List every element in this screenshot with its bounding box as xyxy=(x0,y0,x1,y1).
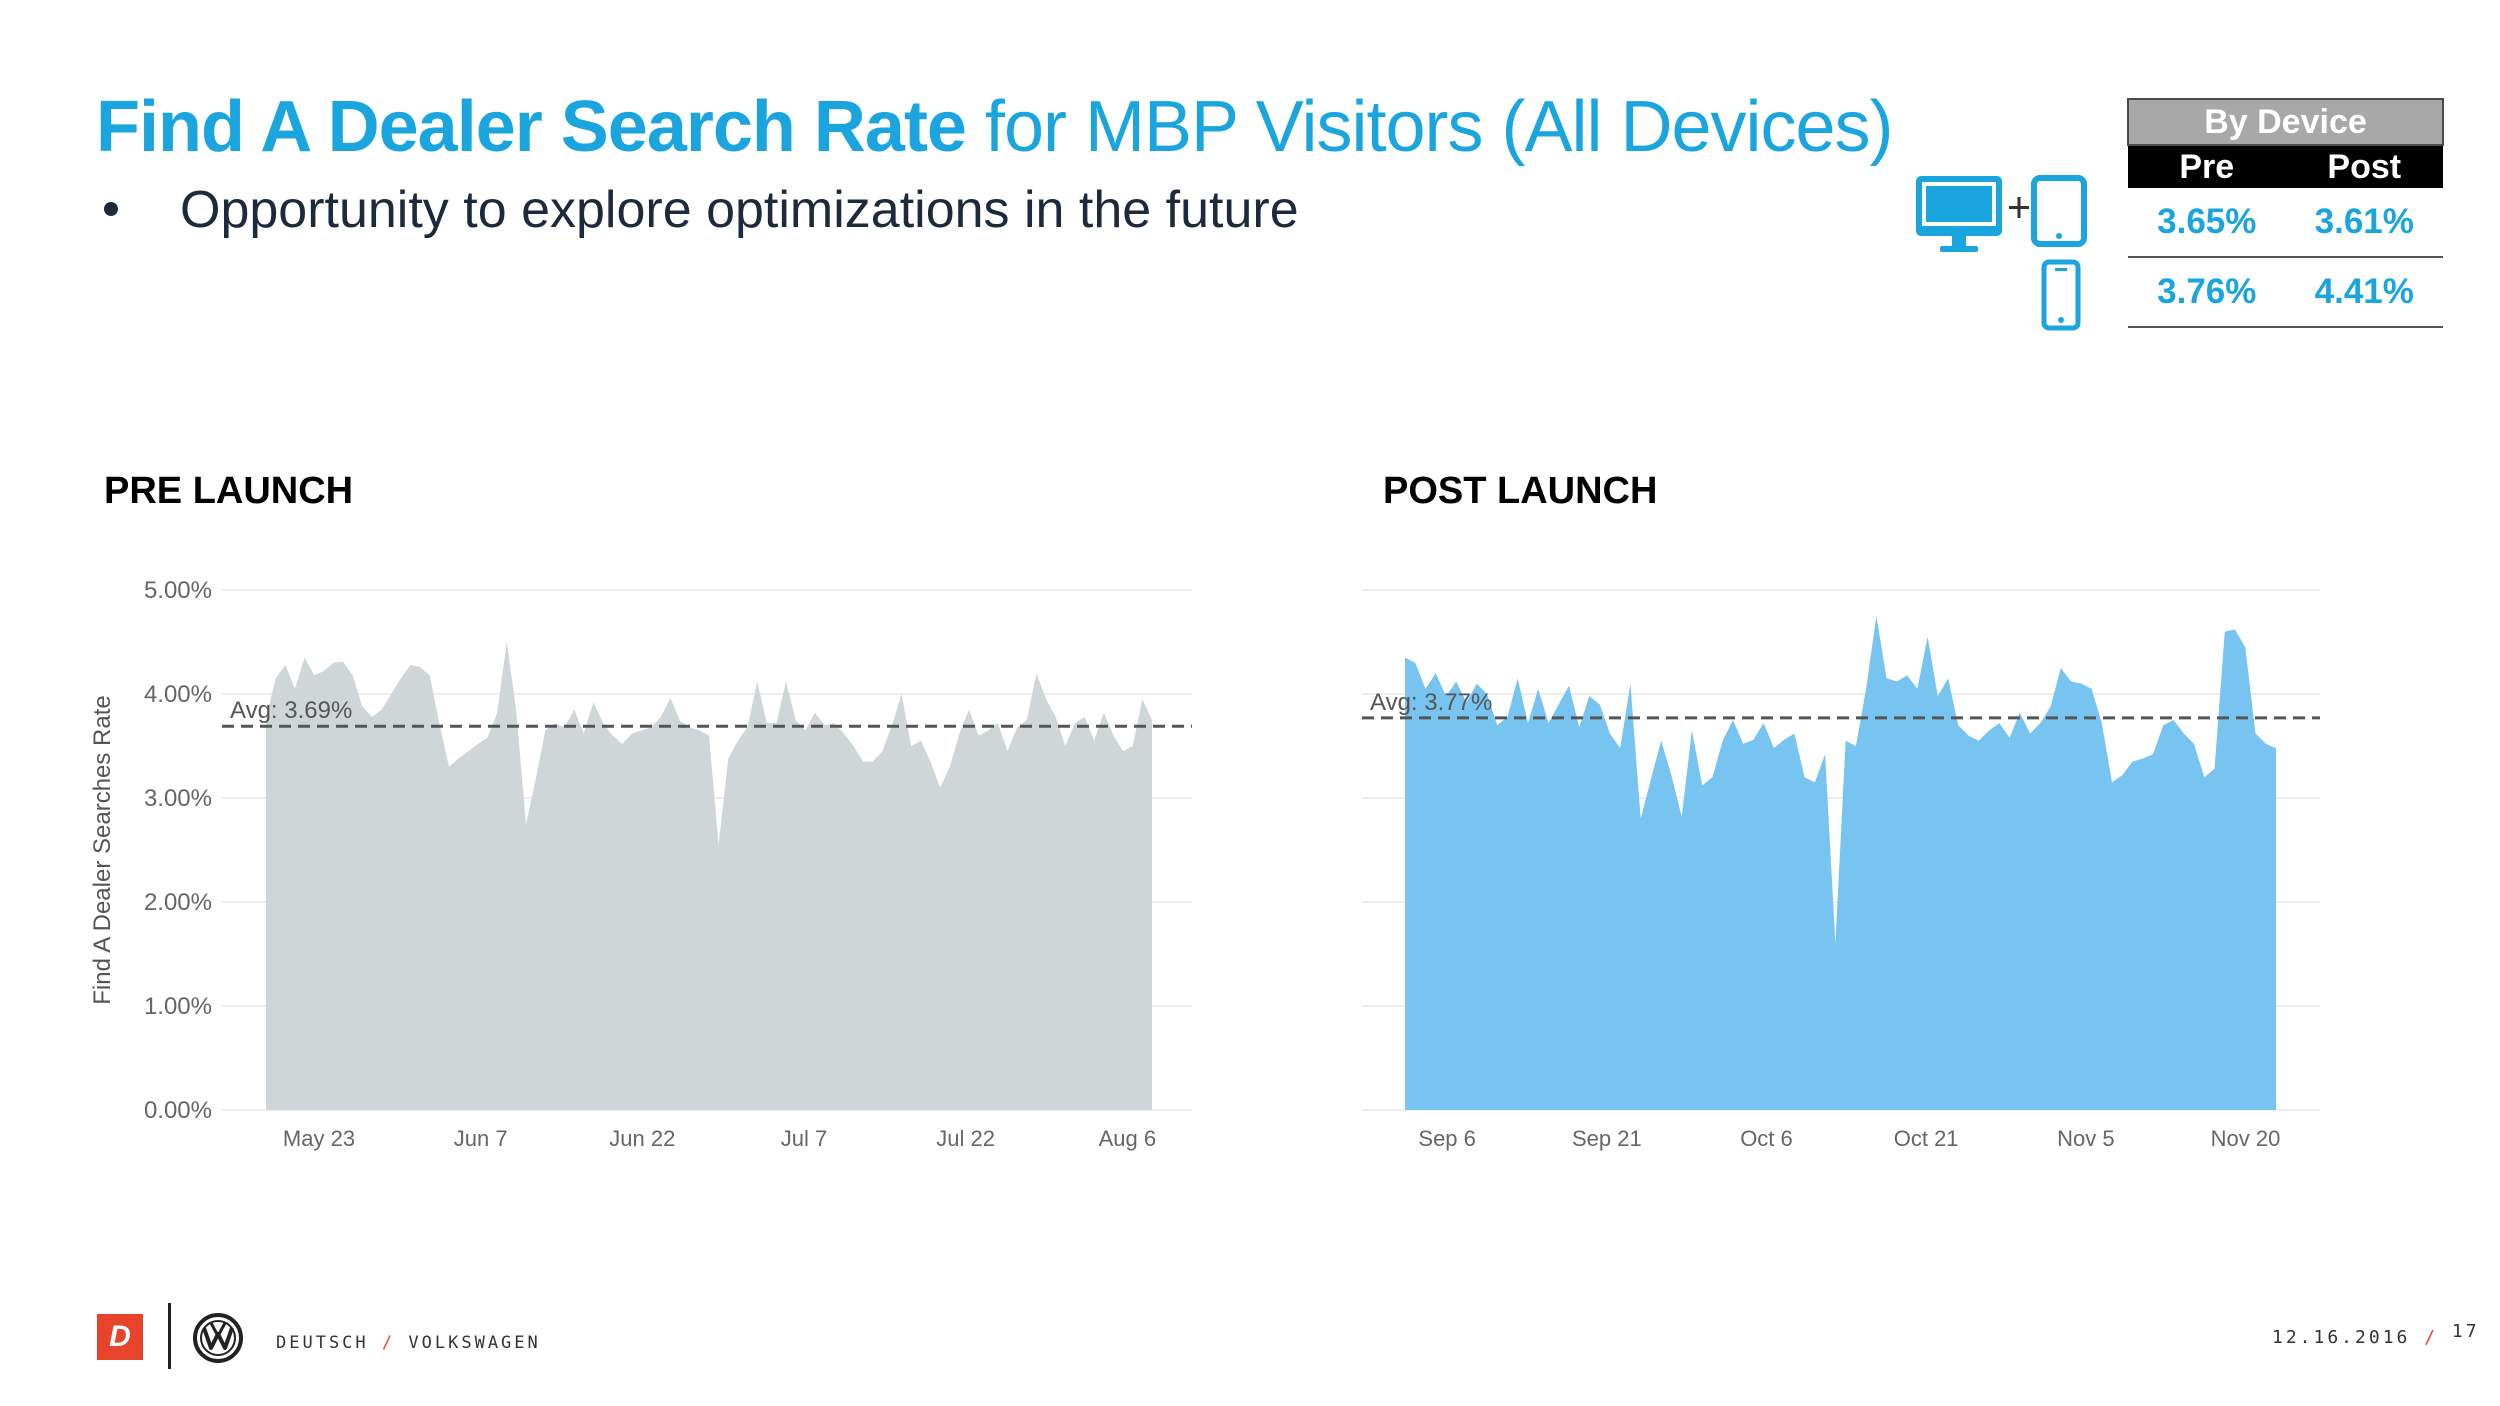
x-tick-label: Jun 7 xyxy=(454,1126,508,1151)
desktop-tablet-pre: 3.65% xyxy=(2128,188,2286,258)
average-label: Avg: 3.77% xyxy=(1370,689,1492,716)
mobile-pre: 3.76% xyxy=(2128,257,2286,328)
x-tick-label: Jul 7 xyxy=(781,1126,827,1151)
post-launch-area xyxy=(1405,616,2276,1110)
x-tick-label: Jun 22 xyxy=(609,1126,675,1151)
pre-launch-area xyxy=(266,642,1152,1110)
page-number: 17 xyxy=(2451,1321,2480,1342)
mobile-post: 4.41% xyxy=(2285,257,2443,328)
footer-brand: DEUTSCH / VOLKSWAGEN xyxy=(276,1333,541,1353)
page-title: Find A Dealer Search Rate for MBP Visito… xyxy=(96,86,1894,168)
deutsch-logo: D xyxy=(97,1314,143,1360)
device-icons xyxy=(1916,175,2087,331)
y-tick-label: 1.00% xyxy=(144,993,212,1020)
y-tick-label: 0.00% xyxy=(144,1097,212,1124)
post-launch-chart: Avg: 3.77% Sep 6 Sep 21 Oct 6 Oct 21 Nov 5 Nov… xyxy=(1362,589,2320,1151)
footer-divider xyxy=(168,1303,171,1369)
tablet-icon xyxy=(2031,175,2087,247)
footer-date-sep: / xyxy=(2424,1327,2439,1348)
x-tick-label: Sep 21 xyxy=(1572,1126,1642,1151)
bullet-text: Opportunity to explore optimizations in … xyxy=(180,181,1299,239)
desktop-icon xyxy=(1916,176,2002,252)
x-tick-label: Oct 6 xyxy=(1740,1126,1793,1151)
y-tick-label: 5.00% xyxy=(144,577,212,604)
device-table-title: By Device xyxy=(2127,98,2444,146)
bullet-point: Opportunity to explore optimizations in … xyxy=(104,180,1299,240)
vw-logo-icon xyxy=(193,1313,243,1363)
y-tick-label: 3.00% xyxy=(144,785,212,812)
x-tick-label: Sep 6 xyxy=(1418,1126,1476,1151)
post-launch-label: POST LAUNCH xyxy=(1383,470,1658,512)
col-post: Post xyxy=(2285,145,2443,188)
y-axis-label: Find A Dealer Searches Rate xyxy=(89,695,116,1005)
plus-icon xyxy=(2009,197,2029,218)
title-bold: Find A Dealer Search Rate xyxy=(96,87,967,167)
y-tick-label: 2.00% xyxy=(144,889,212,916)
x-tick-label: May 23 xyxy=(283,1126,355,1151)
footer-date: 12.16.2016 / 17 xyxy=(2272,1321,2480,1348)
desktop-tablet-post: 3.61% xyxy=(2285,188,2443,258)
footer-sep: / xyxy=(381,1333,396,1353)
table-row: 3.76% 4.41% xyxy=(2128,257,2443,328)
x-tick-label: Aug 6 xyxy=(1099,1126,1157,1151)
x-tick-label: Nov 20 xyxy=(2211,1126,2281,1151)
footer-brand-name: DEUTSCH xyxy=(276,1333,369,1353)
x-tick-label: Nov 5 xyxy=(2057,1126,2114,1151)
bullet-dot xyxy=(104,202,118,217)
mobile-icon xyxy=(2041,259,2081,331)
footer-date-text: 12.16.2016 xyxy=(2272,1327,2411,1348)
footer-partner: VOLKSWAGEN xyxy=(408,1333,541,1353)
pre-launch-label: PRE LAUNCH xyxy=(104,470,354,512)
x-tick-label: Jul 22 xyxy=(936,1126,995,1151)
col-pre: Pre xyxy=(2128,145,2286,188)
y-tick-label: 4.00% xyxy=(144,681,212,708)
device-table: By Device Pre Post 3.65% 3.61% 3.76% 4.41… xyxy=(2127,98,2444,328)
x-tick-label: Oct 21 xyxy=(1894,1126,1959,1151)
pre-launch-chart: Avg: 3.69% 5.00% 4.00% 3.00% 2.00% 1.00% 0.00%… xyxy=(89,577,1192,1151)
title-rest: for MBP Visitors (All Devices) xyxy=(965,87,1894,167)
table-row: 3.65% 3.61% xyxy=(2128,188,2443,258)
average-label: Avg: 3.69% xyxy=(230,697,352,724)
